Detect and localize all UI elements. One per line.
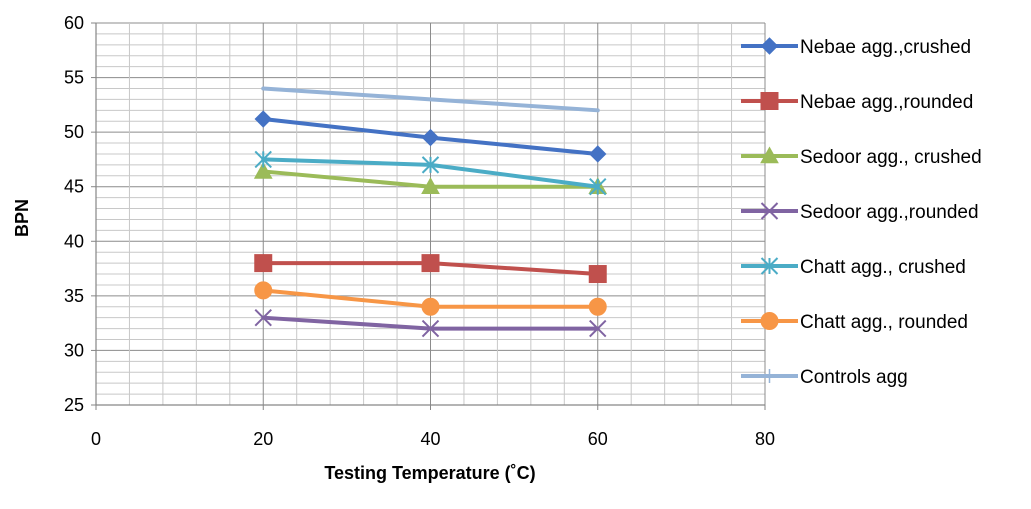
legend-item: Sedoor agg., crushed — [741, 146, 982, 168]
y-tick-label: 45 — [64, 177, 84, 197]
y-tick-label: 50 — [64, 122, 84, 142]
x-tick-label: 0 — [91, 429, 101, 449]
y-tick-label: 55 — [64, 68, 84, 88]
legend-label: Chatt agg., rounded — [800, 312, 968, 333]
legend-label: Sedoor agg., crushed — [800, 147, 982, 168]
series-2 — [254, 254, 607, 284]
axes — [91, 22, 766, 410]
data-point — [421, 254, 440, 273]
x-axis-title: Testing Temperature (˚C) — [324, 463, 535, 483]
series-4 — [254, 308, 607, 338]
y-tick-label: 60 — [64, 13, 84, 33]
legend-label: Chatt agg., crushed — [800, 257, 966, 278]
tick-labels: 25 30 35 40 45 50 55 60 0 20 40 60 80 — [64, 13, 775, 449]
data-point — [589, 178, 607, 196]
legend-marker — [762, 369, 777, 383]
series-5 — [254, 150, 607, 196]
series-7 — [261, 86, 600, 113]
x-tick-label: 40 — [420, 429, 440, 449]
y-tick-label: 35 — [64, 286, 84, 306]
series-line — [261, 86, 600, 113]
legend-label: Nebae agg.,crushed — [800, 37, 971, 58]
x-tick-label: 20 — [253, 429, 273, 449]
legend-marker — [760, 37, 779, 55]
legend-item: Chatt agg., rounded — [741, 312, 968, 333]
data-point — [254, 308, 272, 327]
legend-marker — [760, 146, 779, 164]
x-tick-label: 80 — [755, 429, 775, 449]
legend-item: Controls agg — [741, 367, 908, 388]
data-point — [421, 128, 440, 147]
legend-item: Chatt agg., crushed — [741, 257, 966, 278]
legend-item: Sedoor agg.,rounded — [741, 202, 979, 223]
legend-marker — [760, 92, 779, 110]
data-point — [254, 254, 273, 273]
data-point — [254, 281, 273, 300]
data-point — [421, 177, 440, 195]
legend-label: Sedoor agg.,rounded — [800, 202, 979, 223]
data-point — [254, 110, 272, 128]
data-point — [421, 297, 440, 316]
y-axis-title: BPN — [12, 199, 32, 237]
legend: Nebae agg.,crushed Nebae agg.,rounded Sedo… — [741, 37, 982, 388]
series-6 — [254, 281, 607, 316]
data-point — [253, 161, 273, 179]
legend-item: Nebae agg.,rounded — [741, 92, 973, 113]
data-point — [589, 319, 607, 338]
x-tick-label: 60 — [588, 429, 608, 449]
data-point — [588, 265, 607, 284]
legend-marker — [760, 312, 779, 330]
legend-marker — [760, 202, 779, 220]
y-tick-label: 30 — [64, 340, 84, 360]
legend-label: Controls agg — [800, 367, 908, 388]
data-point — [589, 145, 607, 163]
legend-item: Nebae agg.,crushed — [741, 37, 971, 58]
data-point — [421, 156, 440, 174]
y-tick-label: 25 — [64, 395, 84, 415]
grid — [95, 22, 766, 406]
series-1 — [254, 110, 607, 163]
series-lines — [253, 86, 608, 338]
legend-marker — [760, 257, 779, 275]
data-point — [588, 297, 607, 316]
legend-label: Nebae agg.,rounded — [800, 92, 973, 113]
data-point — [254, 150, 272, 169]
y-tick-label: 40 — [64, 231, 84, 251]
data-point — [421, 319, 440, 338]
